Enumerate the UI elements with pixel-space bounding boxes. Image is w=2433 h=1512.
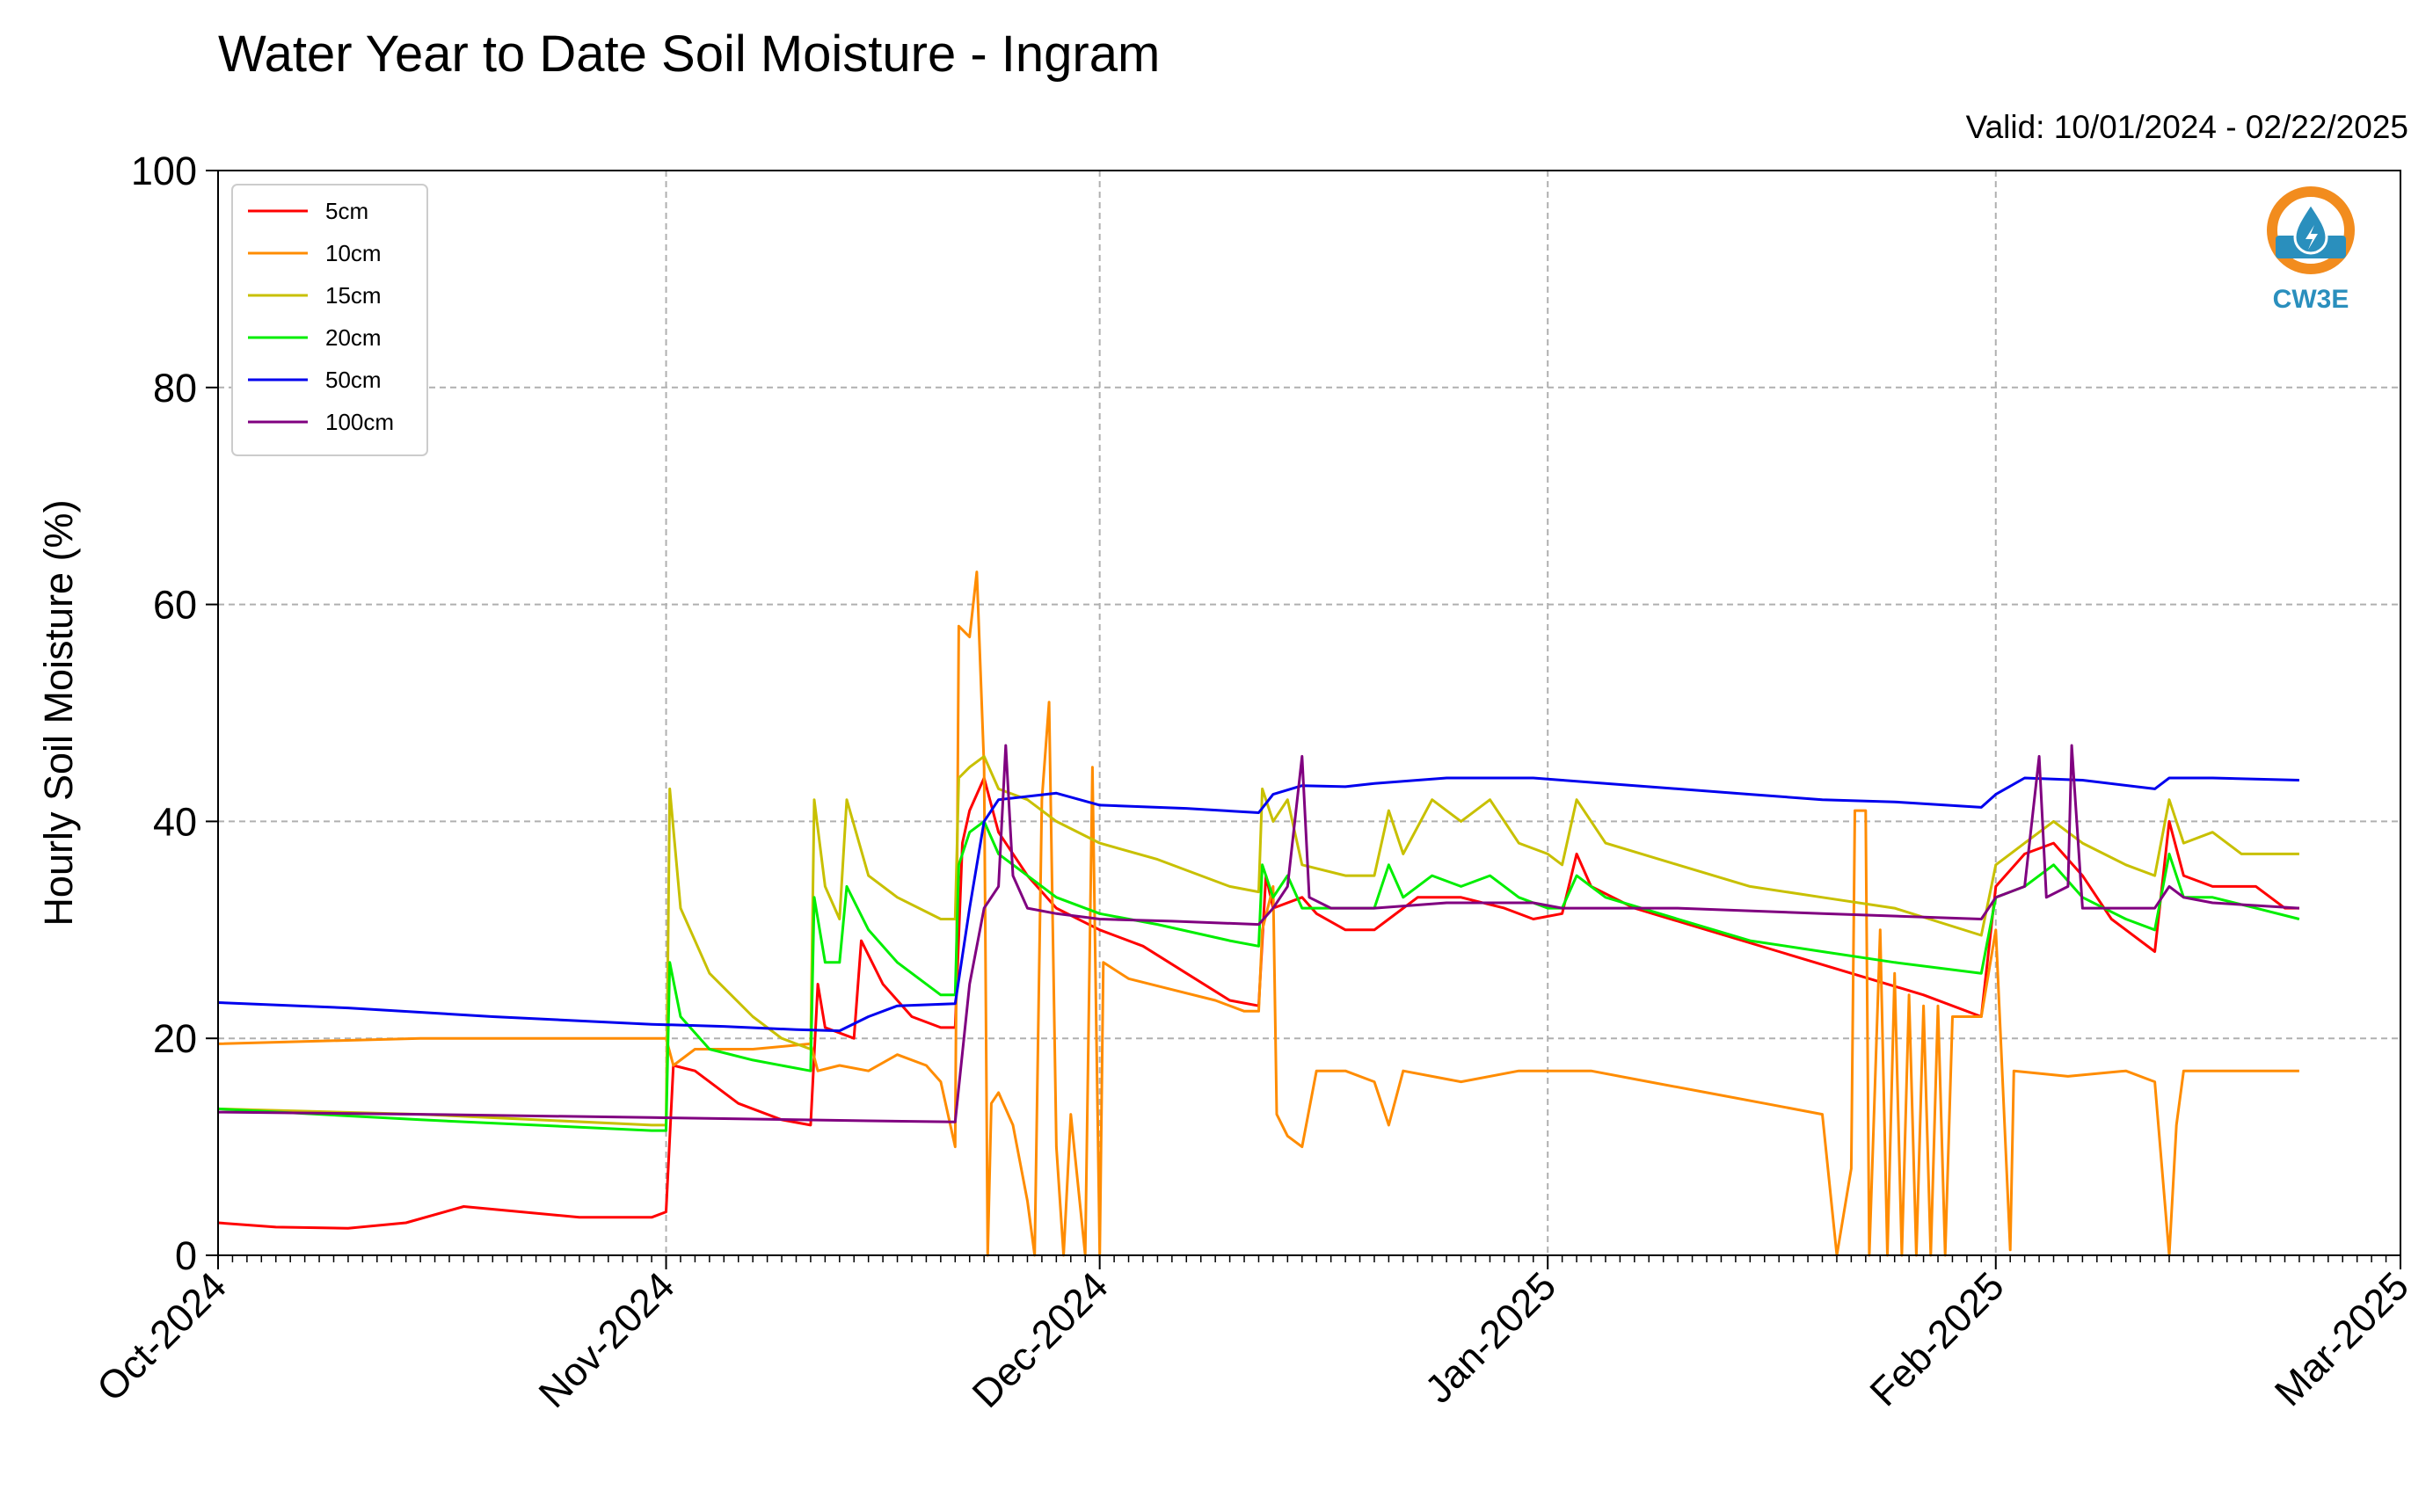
y-tick-label: 80	[153, 366, 197, 411]
legend-label: 15cm	[325, 282, 382, 309]
series-line-100cm	[217, 744, 2299, 1123]
logo-bolt	[2306, 225, 2318, 250]
series-line-50cm	[217, 776, 2299, 1033]
logo-ring	[2267, 186, 2355, 274]
grid-lines	[218, 171, 2400, 1255]
y-tick-label: 40	[153, 799, 197, 844]
x-tick-label: Oct-2024	[88, 1263, 235, 1410]
valid-date-range: Valid: 10/01/2024 - 02/22/2025	[1965, 109, 2408, 145]
water-drop-logo-icon	[2293, 201, 2328, 255]
plot-frame	[217, 170, 2401, 1256]
legend-label: 10cm	[325, 240, 382, 266]
legend-label: 100cm	[325, 409, 394, 435]
x-tick-label: Mar-2025	[2266, 1263, 2417, 1414]
axes: 0 20 40 60 80 100 Oct-2024 Nov-2024 Dec-2024 Jan-…	[88, 149, 2417, 1416]
legend: 5cm 10cm 15cm 20cm 50cm 100cm	[231, 184, 428, 456]
y-tick-label: 0	[175, 1233, 197, 1278]
chart-title: Water Year to Date Soil Moisture - Ingra…	[218, 25, 1161, 83]
series-lines	[217, 571, 2300, 1257]
y-tick-label: 20	[153, 1016, 197, 1061]
legend-label: 20cm	[325, 324, 382, 351]
x-tick-label: Feb-2025	[1861, 1263, 2013, 1414]
y-tick-label: 100	[131, 149, 197, 193]
legend-label: 50cm	[325, 367, 382, 393]
cw3e-logo: CW3E	[2267, 186, 2355, 314]
legend-label: 5cm	[325, 198, 368, 224]
y-axis-label: Hourly Soil Moisture (%)	[36, 499, 81, 926]
y-tick-label: 60	[153, 583, 197, 628]
logo-text: CW3E	[2273, 285, 2349, 314]
x-tick-label: Jan-2025	[1417, 1263, 1565, 1412]
x-tick-label: Dec-2024	[964, 1263, 1117, 1416]
x-tick-label: Nov-2024	[530, 1263, 683, 1416]
